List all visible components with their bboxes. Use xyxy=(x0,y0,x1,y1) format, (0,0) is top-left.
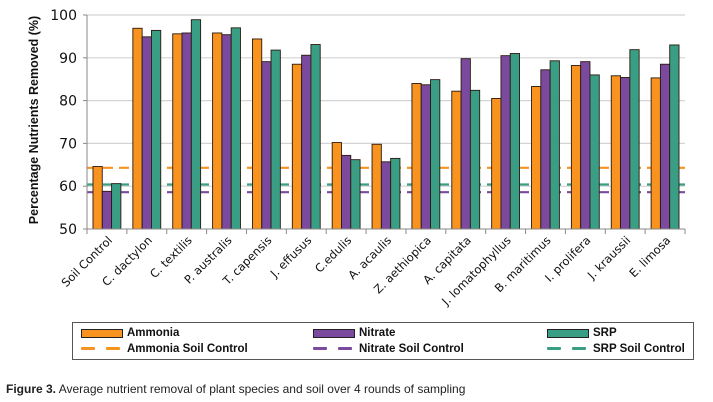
legend-dash-srp xyxy=(547,345,589,353)
caption-text: Average nutrient removal of plant specie… xyxy=(56,382,466,396)
bar-srp xyxy=(190,19,202,230)
legend-swatch-nitrate xyxy=(313,328,355,338)
y-axis-label: Percentage Nutrients Removed (%) xyxy=(27,16,41,224)
bar-srp xyxy=(150,29,162,230)
bar-srp xyxy=(350,159,361,230)
bar-nitrate xyxy=(580,61,591,230)
bar-nitrate xyxy=(101,190,113,230)
bar-ammonia xyxy=(212,32,223,230)
bar-srp xyxy=(549,60,560,230)
legend-label: Ammonia xyxy=(127,327,180,339)
bar-srp xyxy=(390,157,401,230)
bar-nitrate xyxy=(341,154,352,230)
bar-ammonia xyxy=(650,77,661,230)
legend-label: SRP xyxy=(593,327,617,339)
x-tick-label: J. kraussii xyxy=(584,233,633,282)
bar-ammonia xyxy=(132,27,143,230)
legend-dash-ammonia xyxy=(81,345,123,353)
bar-nitrate xyxy=(380,161,392,230)
bar-nitrate xyxy=(620,77,631,230)
bar-nitrate xyxy=(141,36,152,230)
figure-caption: Figure 3. Average nutrient removal of pl… xyxy=(6,382,465,396)
bar-nitrate xyxy=(221,34,232,230)
bar-ammonia xyxy=(451,90,462,230)
bar-srp xyxy=(310,44,321,230)
bar-nitrate xyxy=(540,69,551,230)
legend: Ammonia Nitrate SRP Ammonia Soil Control… xyxy=(72,322,694,360)
bar-ammonia xyxy=(331,142,342,230)
bar-nitrate xyxy=(460,58,471,230)
legend-label: Ammonia Soil Control xyxy=(127,343,248,355)
x-tick-label: J. effusus xyxy=(267,233,315,281)
y-tick-label: 100 xyxy=(50,8,77,24)
bar-srp xyxy=(469,89,481,230)
bar-ammonia xyxy=(371,143,382,230)
bar-nitrate xyxy=(659,63,671,230)
bar-ammonia xyxy=(411,83,422,230)
bar-srp xyxy=(270,49,281,230)
y-tick-label: 90 xyxy=(59,51,77,67)
bar-ammonia xyxy=(491,98,502,230)
axes xyxy=(86,15,686,234)
legend-swatch-ammonia xyxy=(81,328,123,338)
bar-ammonia xyxy=(570,65,582,230)
y-tick-label: 50 xyxy=(59,222,77,238)
bar-srp xyxy=(589,74,600,230)
legend-dash-nitrate xyxy=(313,345,355,353)
bar-ammonia xyxy=(172,33,183,230)
bar-srp xyxy=(509,53,521,230)
bar-srp xyxy=(111,183,122,230)
bar-srp xyxy=(629,49,640,230)
bar-nitrate xyxy=(261,61,272,230)
x-tick-label: J. lomatophyllus xyxy=(438,233,514,309)
legend-label: Nitrate xyxy=(359,327,396,339)
bar-srp xyxy=(669,44,680,230)
bar-nitrate xyxy=(301,54,312,230)
legend-item-ammonia-soil-control: Ammonia Soil Control xyxy=(81,343,248,355)
legend-item-ammonia: Ammonia xyxy=(81,327,179,339)
bar-ammonia xyxy=(251,38,263,230)
legend-swatch-srp xyxy=(547,328,589,338)
bar-ammonia xyxy=(291,63,303,230)
bars xyxy=(92,19,680,230)
legend-label: Nitrate Soil Control xyxy=(359,343,464,355)
legend-item-srp: SRP xyxy=(547,327,617,339)
bar-nitrate xyxy=(181,32,192,230)
legend-item-srp-soil-control: SRP Soil Control xyxy=(547,343,685,355)
bar-srp xyxy=(430,79,441,230)
bar-nitrate xyxy=(420,84,431,230)
legend-item-nitrate-soil-control: Nitrate Soil Control xyxy=(313,343,464,355)
legend-item-nitrate: Nitrate xyxy=(313,327,395,339)
y-tick-label: 60 xyxy=(59,179,77,195)
y-tick-labels: 50 60 70 80 90 100 xyxy=(50,8,77,238)
x-tick-label: E. limosa xyxy=(626,233,673,280)
y-tick-label: 70 xyxy=(59,136,77,152)
bar-ammonia xyxy=(92,166,103,230)
bar-ammonia xyxy=(531,86,542,230)
caption-label: Figure 3. xyxy=(6,382,57,396)
bar-srp xyxy=(230,27,241,230)
legend-label: SRP Soil Control xyxy=(593,343,685,355)
bar-nitrate xyxy=(500,55,511,230)
bar-ammonia xyxy=(610,75,622,230)
y-tick-label: 80 xyxy=(59,94,77,110)
